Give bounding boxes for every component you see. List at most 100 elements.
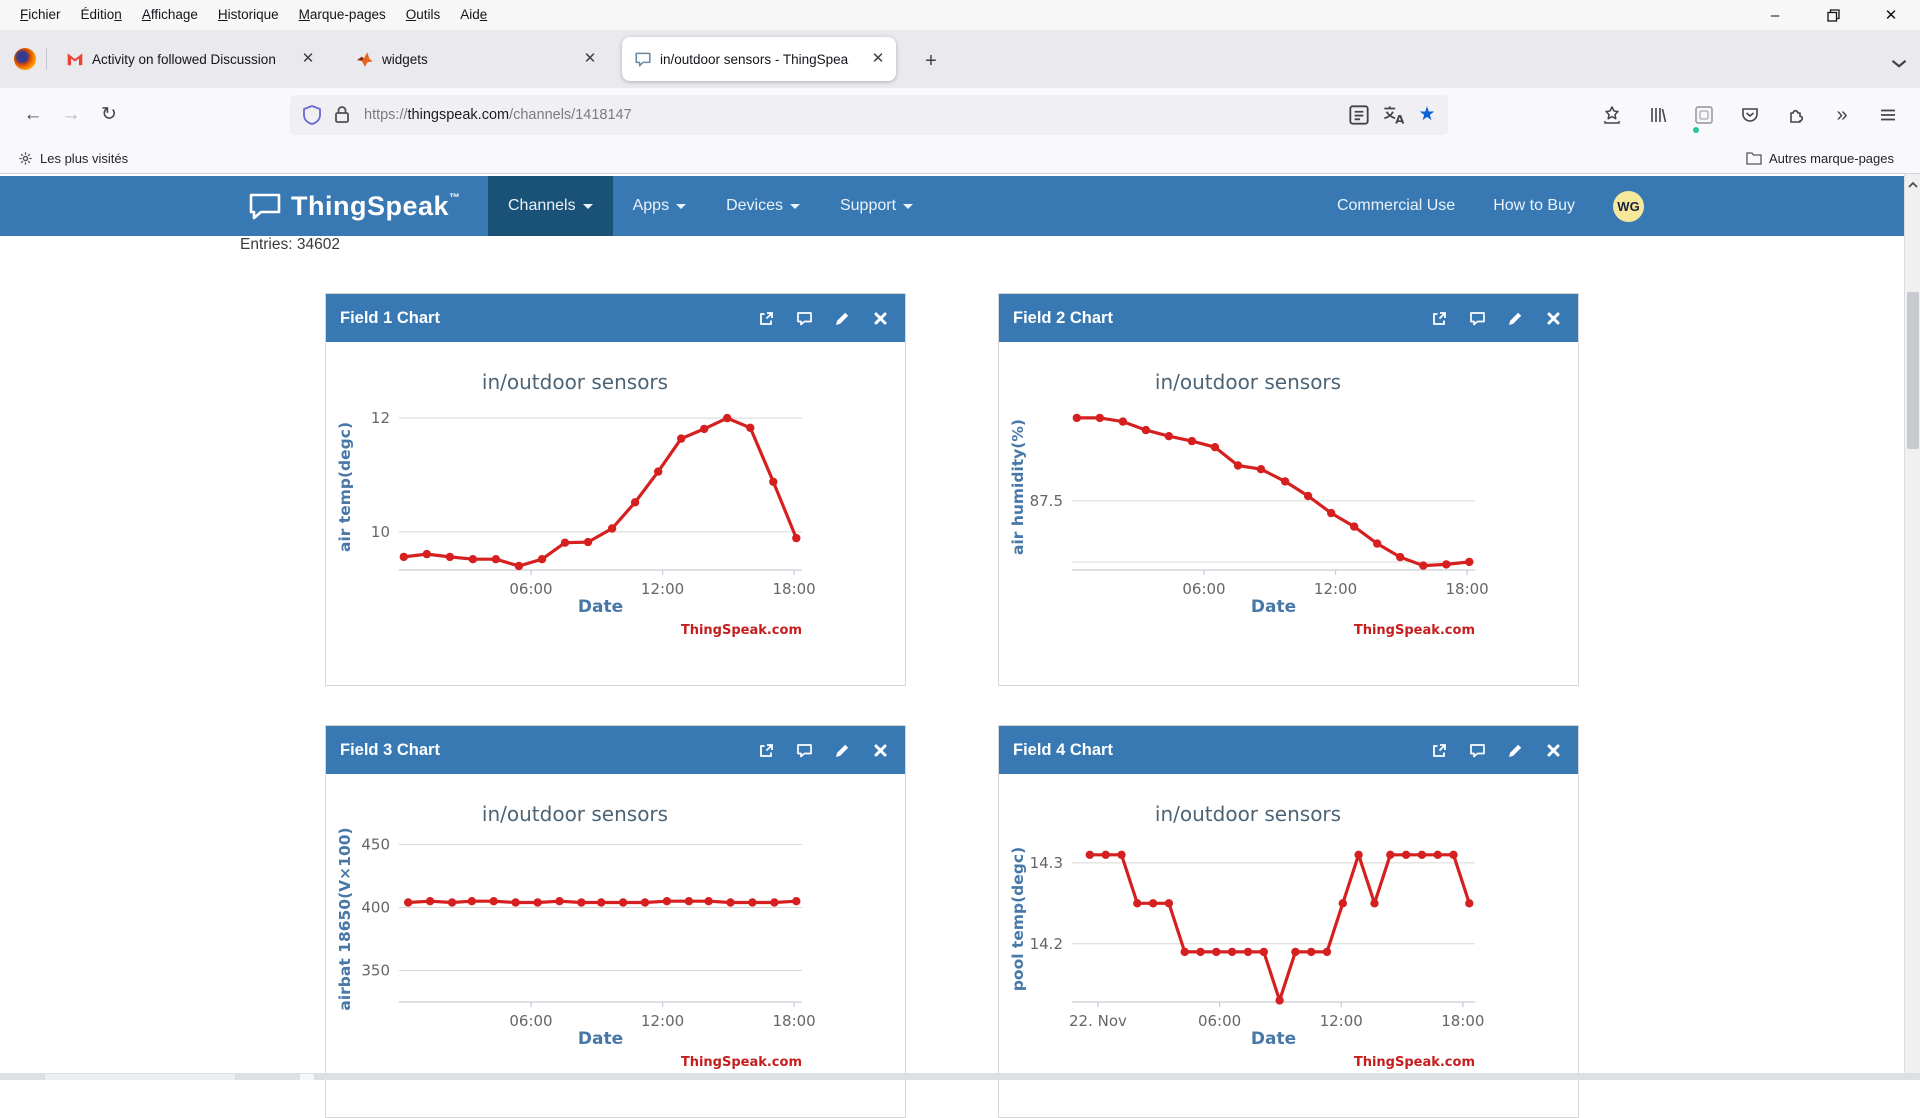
data-point[interactable]	[446, 553, 454, 561]
scrollbar-thumb[interactable]	[1907, 292, 1919, 449]
menu-historique[interactable]: Historique	[208, 0, 289, 30]
reload-button[interactable]: ↻	[94, 102, 124, 130]
data-point[interactable]	[704, 897, 712, 905]
data-point[interactable]	[1396, 553, 1404, 561]
nav-item-commercial-use[interactable]: Commercial Use	[1337, 197, 1455, 215]
lock-icon[interactable]	[330, 103, 354, 127]
attribution-link[interactable]: ThingSpeak.com	[681, 623, 802, 638]
nav-item-apps[interactable]: Apps	[613, 176, 706, 236]
data-point[interactable]	[533, 898, 541, 906]
menu-fichier[interactable]: Fichier	[10, 0, 71, 30]
bookmark-most-visited[interactable]: Les plus visités	[18, 142, 128, 174]
data-point[interactable]	[1291, 948, 1299, 956]
data-point[interactable]	[1307, 948, 1315, 956]
tab-thingspeak-active[interactable]: in/outdoor sensors - ThingSpea ✕	[622, 37, 896, 81]
data-point[interactable]	[1402, 851, 1410, 859]
data-point[interactable]	[654, 467, 662, 475]
attribution-link[interactable]: ThingSpeak.com	[1354, 1055, 1475, 1070]
data-point[interactable]	[1350, 522, 1358, 530]
data-point[interactable]	[1370, 899, 1378, 907]
close-window-button[interactable]: ✕	[1862, 0, 1920, 30]
data-point[interactable]	[538, 555, 546, 563]
external-link-icon[interactable]	[1431, 310, 1448, 327]
translate-icon[interactable]: A	[1380, 102, 1406, 128]
data-point[interactable]	[1102, 851, 1110, 859]
data-point[interactable]	[608, 524, 616, 532]
data-point[interactable]	[1133, 899, 1141, 907]
bookmark-star-icon[interactable]: ★	[1414, 102, 1440, 128]
data-point[interactable]	[700, 425, 708, 433]
menu-aide[interactable]: Aide	[450, 0, 497, 30]
data-point[interactable]	[1386, 851, 1394, 859]
data-point[interactable]	[770, 898, 778, 906]
edit-pencil-icon[interactable]	[1507, 742, 1524, 759]
data-point[interactable]	[577, 898, 585, 906]
data-point[interactable]	[1188, 437, 1196, 445]
data-point[interactable]	[1257, 465, 1265, 473]
data-point[interactable]	[1117, 851, 1125, 859]
edit-pencil-icon[interactable]	[1507, 310, 1524, 327]
thingspeak-brand[interactable]: ThingSpeak™	[248, 176, 461, 236]
data-point[interactable]	[1073, 414, 1081, 422]
data-point[interactable]	[1373, 539, 1381, 547]
extensions-puzzle-icon[interactable]	[1782, 101, 1810, 129]
data-point[interactable]	[723, 414, 731, 422]
data-point[interactable]	[492, 555, 500, 563]
data-point[interactable]	[792, 897, 800, 905]
close-icon[interactable]	[1545, 742, 1562, 759]
data-point[interactable]	[663, 897, 671, 905]
data-point[interactable]	[685, 897, 693, 905]
data-point[interactable]	[1244, 948, 1252, 956]
back-button[interactable]: ←	[18, 102, 48, 130]
external-link-icon[interactable]	[758, 742, 775, 759]
menu-hamburger-icon[interactable]	[1874, 101, 1902, 129]
user-avatar[interactable]: WG	[1613, 191, 1644, 222]
nav-item-how-to-buy[interactable]: How to Buy	[1493, 197, 1575, 215]
data-point[interactable]	[448, 898, 456, 906]
comment-icon[interactable]	[1469, 310, 1486, 327]
data-point[interactable]	[769, 478, 777, 486]
data-point[interactable]	[1465, 899, 1473, 907]
comment-icon[interactable]	[796, 310, 813, 327]
data-point[interactable]	[1442, 560, 1450, 568]
data-point[interactable]	[1181, 948, 1189, 956]
save-to-collection-icon[interactable]	[1598, 101, 1626, 129]
more-tools-icon[interactable]: »	[1828, 101, 1856, 129]
close-icon[interactable]	[872, 742, 889, 759]
library-icon[interactable]	[1644, 101, 1672, 129]
tab-widgets[interactable]: widgets ✕	[344, 37, 608, 81]
data-point[interactable]	[726, 898, 734, 906]
menu-outils[interactable]: Outils	[396, 0, 451, 30]
data-point[interactable]	[619, 898, 627, 906]
data-point[interactable]	[1260, 948, 1268, 956]
data-point[interactable]	[1354, 851, 1362, 859]
menu-affichage[interactable]: Affichage	[132, 0, 208, 30]
data-point[interactable]	[426, 897, 434, 905]
data-point[interactable]	[1228, 948, 1236, 956]
data-point[interactable]	[1281, 477, 1289, 485]
data-point[interactable]	[1165, 899, 1173, 907]
forward-button[interactable]: →	[56, 102, 86, 130]
reader-view-icon[interactable]	[1346, 102, 1372, 128]
tab-close-icon[interactable]: ✕	[866, 47, 890, 71]
external-link-icon[interactable]	[1431, 742, 1448, 759]
tab-close-icon[interactable]: ✕	[296, 47, 320, 71]
extension-badge-icon[interactable]	[1690, 101, 1718, 129]
close-icon[interactable]	[872, 310, 889, 327]
nav-item-channels[interactable]: Channels	[488, 176, 613, 236]
data-point[interactable]	[1234, 461, 1242, 469]
data-point[interactable]	[1327, 509, 1335, 517]
data-point[interactable]	[511, 898, 519, 906]
close-icon[interactable]	[1545, 310, 1562, 327]
tab-gmail[interactable]: Activity on followed Discussion ✕	[54, 37, 326, 81]
menu-dition[interactable]: Édition	[71, 0, 132, 30]
data-point[interactable]	[1196, 948, 1204, 956]
data-point[interactable]	[555, 897, 563, 905]
url-bar[interactable]: https://thingspeak.com/channels/1418147 …	[290, 95, 1448, 135]
external-link-icon[interactable]	[758, 310, 775, 327]
data-point[interactable]	[1434, 851, 1442, 859]
data-point[interactable]	[1086, 851, 1094, 859]
data-point[interactable]	[404, 898, 412, 906]
minimize-button[interactable]: –	[1746, 0, 1804, 30]
data-point[interactable]	[597, 898, 605, 906]
